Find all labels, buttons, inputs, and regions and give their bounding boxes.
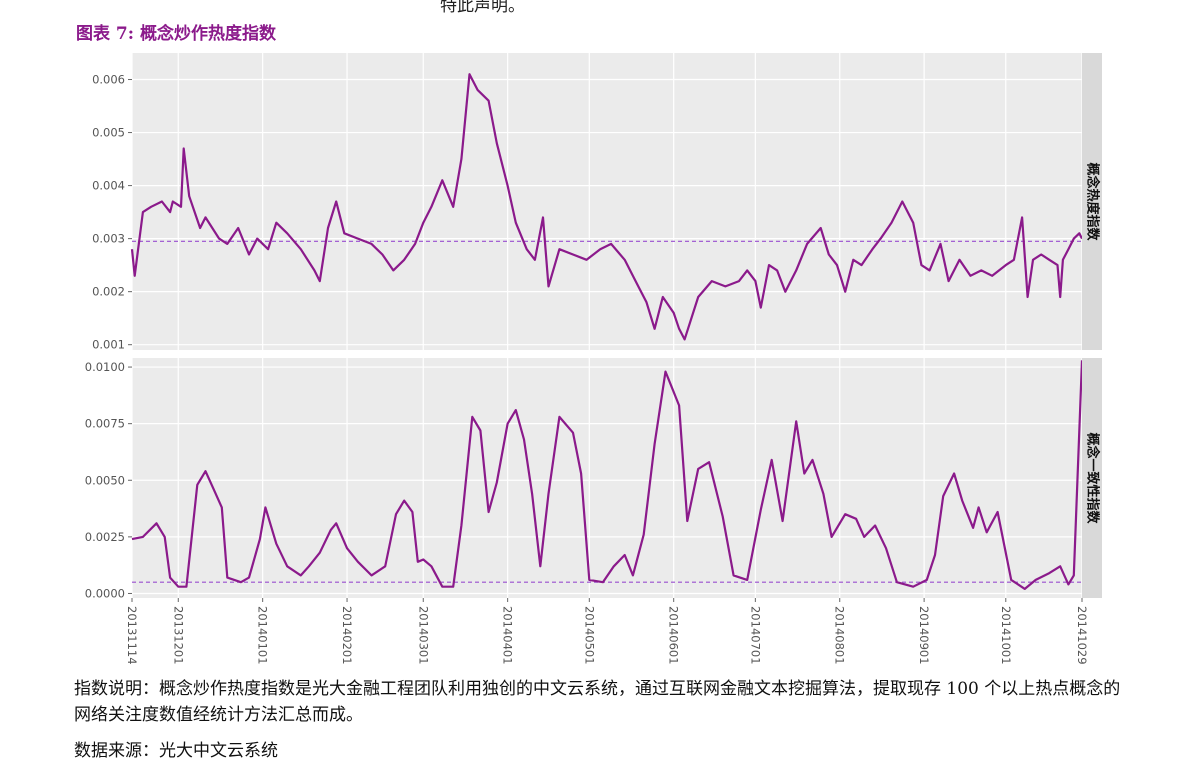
series-line	[131, 360, 1084, 590]
y-tick-label: 0.0075	[85, 417, 125, 431]
x-tick-label: 20131201	[171, 606, 185, 665]
y-tick-label: 0.001	[92, 338, 125, 352]
y-tick-label: 0.0000	[85, 586, 125, 600]
strip-background	[1082, 358, 1102, 598]
panel-background	[132, 53, 1082, 350]
series-line	[130, 73, 1083, 341]
strip-label: 概念热度指数	[1085, 162, 1101, 241]
x-tick-label: 20140501	[582, 606, 596, 665]
data-source: 数据来源：光大中文云系统	[74, 741, 278, 761]
figure-title: 图表 7: 概念炒作热度指数	[76, 24, 276, 44]
x-tick-label: 20140401	[501, 606, 515, 665]
y-tick-label: 0.0100	[85, 360, 125, 374]
y-tick-label: 0.0025	[85, 530, 125, 544]
y-tick-label: 0.003	[92, 232, 125, 246]
y-tick-label: 0.004	[92, 179, 125, 193]
x-tick-label: 20140801	[833, 606, 847, 665]
x-tick-label: 20140901	[917, 606, 931, 665]
x-tick-label: 20140701	[748, 606, 762, 665]
x-tick-label: 20131114	[125, 606, 139, 665]
y-tick-label: 0.006	[92, 73, 125, 87]
x-tick-label: 20141029	[1075, 606, 1089, 665]
x-tick-label: 20140101	[256, 606, 270, 665]
x-tick-label: 20140601	[667, 606, 681, 665]
y-tick-label: 0.0050	[85, 473, 125, 487]
x-tick-label: 20140301	[416, 606, 430, 665]
panel-background	[132, 358, 1082, 598]
cut-off-top-text: 特此声明。	[440, 0, 525, 16]
x-tick-label: 20141001	[999, 606, 1013, 665]
chart: 0.001 0.002 0.003 0.004 0.005 0.006 概念热度指数 0.00…	[85, 53, 1102, 665]
strip-background	[1082, 53, 1102, 350]
y-tick-label: 0.002	[92, 285, 125, 299]
strip-label: 概念一致性指数	[1085, 432, 1101, 524]
x-tick-label: 20140201	[340, 606, 354, 665]
y-tick-label: 0.005	[92, 126, 125, 140]
index-description: 指数说明：概念炒作热度指数是光大金融工程团队利用独创的中文云系统，通过互联网金融…	[74, 679, 1121, 725]
